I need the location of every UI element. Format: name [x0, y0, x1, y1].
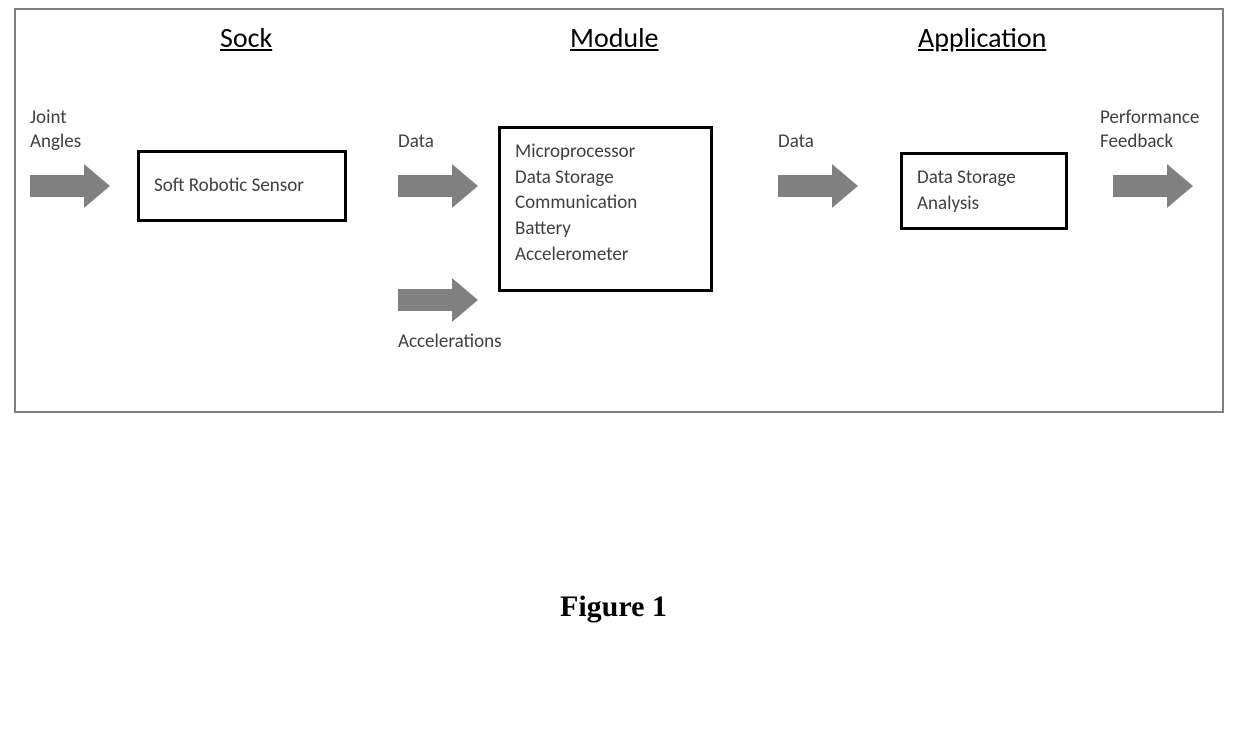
arrow-body — [398, 289, 452, 311]
arrow-head-icon — [832, 164, 858, 208]
box-text: Soft Robotic Sensor — [154, 173, 304, 199]
arrow-head-icon — [1167, 164, 1193, 208]
section-header-sock: Sock — [220, 20, 272, 55]
figure-caption: Figure 1 — [560, 590, 667, 624]
arrow-body — [398, 175, 452, 197]
arrow-body — [30, 175, 84, 197]
label-data-1: Data — [398, 130, 434, 154]
label-text: Angles — [30, 130, 81, 153]
label-joint-angles: Joint Angles — [30, 106, 81, 154]
label-accelerations: Accelerations — [398, 330, 502, 354]
arrow-body — [778, 175, 832, 197]
arrow-joint-angles — [30, 164, 110, 208]
box-line: Microprocessor — [515, 139, 696, 165]
section-header-module: Module — [570, 20, 658, 55]
label-text: Joint — [30, 106, 67, 129]
label-text: Performance — [1100, 106, 1199, 129]
arrow-body — [1113, 175, 1167, 197]
arrow-head-icon — [452, 164, 478, 208]
section-header-application: Application — [918, 20, 1046, 55]
arrow-head-icon — [84, 164, 110, 208]
arrow-data-2 — [778, 164, 858, 208]
box-line: Data Storage — [515, 165, 696, 191]
box-application: Data Storage Analysis — [900, 152, 1068, 230]
label-performance-feedback: Performance Feedback — [1100, 106, 1199, 154]
label-data-2: Data — [778, 130, 814, 154]
box-module: Microprocessor Data Storage Communicatio… — [498, 126, 713, 292]
box-line: Communication — [515, 190, 696, 216]
box-line: Analysis — [917, 191, 1051, 217]
box-line: Battery — [515, 216, 696, 242]
arrow-head-icon — [452, 278, 478, 322]
box-soft-robotic-sensor: Soft Robotic Sensor — [137, 150, 347, 222]
box-line: Accelerometer — [515, 242, 696, 268]
arrow-performance — [1113, 164, 1193, 208]
box-line: Data Storage — [917, 165, 1051, 191]
label-text: Feedback — [1100, 130, 1173, 153]
arrow-accelerations — [398, 278, 478, 322]
arrow-data-1 — [398, 164, 478, 208]
